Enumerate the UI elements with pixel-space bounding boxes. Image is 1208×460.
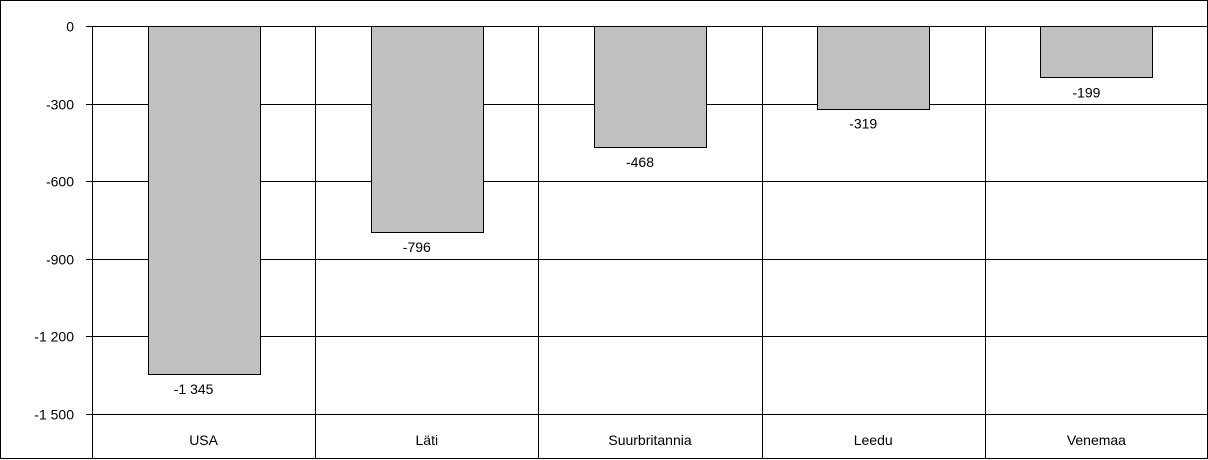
category-label: USA: [189, 432, 218, 448]
y-tick-label: -1 200: [34, 329, 74, 345]
category-label: Venemaa: [1067, 432, 1126, 448]
bar-venemaa: [1040, 26, 1153, 78]
bar-suurbritannia: [594, 26, 707, 148]
data-label: -468: [626, 154, 654, 170]
bars: [148, 26, 1153, 375]
y-tick-label: -900: [46, 252, 74, 268]
y-tick-label: -1 500: [34, 407, 74, 423]
y-tick-label: 0: [66, 19, 74, 35]
data-label: -199: [1072, 84, 1100, 100]
data-label: -1 345: [174, 381, 214, 397]
y-tick-label: -300: [46, 97, 74, 113]
bar-leedu: [817, 26, 930, 110]
bar-usa: [148, 26, 261, 375]
data-label: -796: [403, 239, 431, 255]
category-label: Läti: [416, 432, 439, 448]
data-label: -319: [849, 116, 877, 132]
labels: 0 -300 -600 -900 -1 200 -1 500 -1 345 USA -796 Lä…: [34, 19, 1126, 449]
gridlines: [86, 26, 1208, 459]
y-tick-label: -600: [46, 174, 74, 190]
bar-läti: [371, 26, 484, 233]
category-label: Leedu: [854, 432, 893, 448]
category-label: Suurbritannia: [608, 432, 691, 448]
